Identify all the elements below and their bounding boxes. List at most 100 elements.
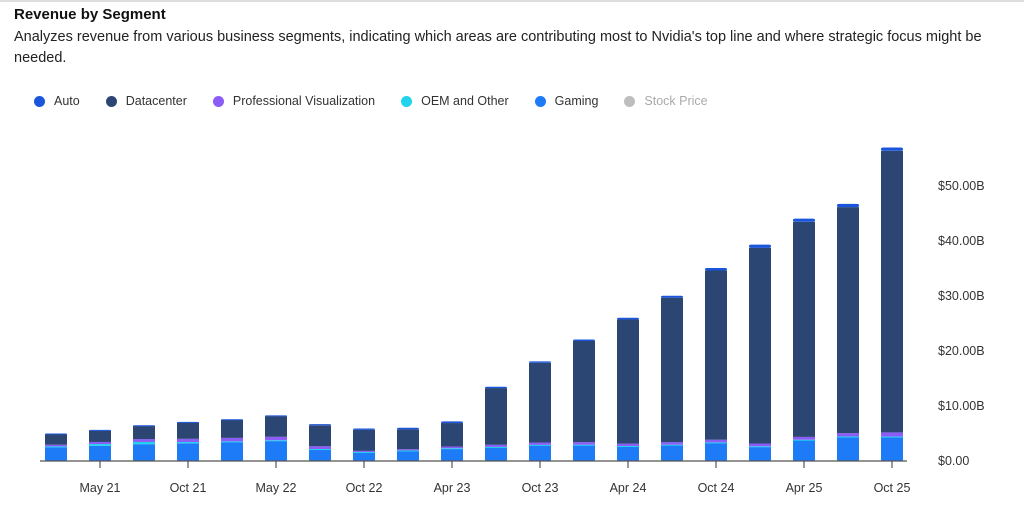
legend-item-oem-and-other[interactable]: OEM and Other bbox=[401, 94, 509, 108]
bar-segment-gaming[interactable] bbox=[221, 442, 243, 461]
bar-segment-datacenter[interactable] bbox=[705, 270, 727, 440]
bar-segment-professional-visualization[interactable] bbox=[265, 436, 287, 441]
bar-segment-professional-visualization[interactable] bbox=[221, 437, 243, 442]
bar-segment-professional-visualization[interactable] bbox=[705, 439, 727, 443]
bar-segment-datacenter[interactable] bbox=[837, 207, 859, 434]
bar-segment-gaming[interactable] bbox=[881, 437, 903, 461]
bar-segment-oem-and-other[interactable] bbox=[177, 442, 199, 444]
bar-segment-professional-visualization[interactable] bbox=[45, 444, 67, 447]
bar-segment-auto[interactable] bbox=[89, 429, 111, 431]
bar-segment-gaming[interactable] bbox=[265, 441, 287, 461]
bar-segment-professional-visualization[interactable] bbox=[749, 443, 771, 447]
bar-segment-auto[interactable] bbox=[265, 415, 287, 417]
bar-segment-professional-visualization[interactable] bbox=[353, 450, 375, 452]
bar-segment-datacenter[interactable] bbox=[265, 416, 287, 437]
bar-segment-gaming[interactable] bbox=[441, 448, 463, 461]
bar-segment-oem-and-other[interactable] bbox=[705, 442, 727, 444]
bar-segment-auto[interactable] bbox=[133, 425, 155, 427]
bar-segment-gaming[interactable] bbox=[749, 447, 771, 461]
bar-segment-oem-and-other[interactable] bbox=[661, 444, 683, 446]
bar-segment-datacenter[interactable] bbox=[793, 221, 815, 437]
bar-segment-professional-visualization[interactable] bbox=[89, 441, 111, 445]
bar-segment-gaming[interactable] bbox=[353, 452, 375, 461]
bar-segment-auto[interactable] bbox=[441, 421, 463, 424]
bar-segment-datacenter[interactable] bbox=[177, 422, 199, 439]
bar-segment-datacenter[interactable] bbox=[309, 425, 331, 447]
bar-segment-gaming[interactable] bbox=[45, 447, 67, 461]
bar-segment-gaming[interactable] bbox=[617, 446, 639, 461]
bar-segment-professional-visualization[interactable] bbox=[485, 444, 507, 447]
bar-segment-professional-visualization[interactable] bbox=[793, 436, 815, 440]
bar-segment-oem-and-other[interactable] bbox=[529, 444, 551, 446]
legend-item-stock-price[interactable]: Stock Price bbox=[624, 94, 708, 108]
bar-segment-datacenter[interactable] bbox=[661, 297, 683, 443]
bar-segment-gaming[interactable] bbox=[793, 440, 815, 461]
bar-segment-auto[interactable] bbox=[529, 361, 551, 363]
bar-segment-auto[interactable] bbox=[353, 428, 375, 430]
bar-segment-oem-and-other[interactable] bbox=[265, 440, 287, 442]
bar-segment-gaming[interactable] bbox=[133, 444, 155, 461]
legend-item-datacenter[interactable]: Datacenter bbox=[105, 94, 187, 108]
bar-segment-auto[interactable] bbox=[793, 218, 815, 222]
bar-segment-oem-and-other[interactable] bbox=[89, 444, 111, 446]
bar-segment-professional-visualization[interactable] bbox=[661, 442, 683, 445]
bar-segment-datacenter[interactable] bbox=[441, 423, 463, 447]
bar-segment-datacenter[interactable] bbox=[573, 340, 595, 443]
bar-segment-datacenter[interactable] bbox=[617, 319, 639, 444]
bar-segment-datacenter[interactable] bbox=[397, 429, 419, 450]
bar-segment-oem-and-other[interactable] bbox=[397, 450, 419, 452]
legend-item-professional-visualization[interactable]: Professional Visualization bbox=[212, 94, 375, 108]
bar-segment-professional-visualization[interactable] bbox=[617, 443, 639, 446]
bar-segment-auto[interactable] bbox=[617, 317, 639, 320]
bar-segment-gaming[interactable] bbox=[705, 442, 727, 461]
bar-segment-gaming[interactable] bbox=[837, 437, 859, 461]
bar-segment-oem-and-other[interactable] bbox=[881, 436, 903, 438]
bar-segment-datacenter[interactable] bbox=[529, 362, 551, 443]
bar-segment-datacenter[interactable] bbox=[133, 426, 155, 440]
bar-segment-auto[interactable] bbox=[177, 421, 199, 423]
bar-segment-datacenter[interactable] bbox=[485, 388, 507, 445]
bar-segment-gaming[interactable] bbox=[573, 445, 595, 461]
bar-segment-oem-and-other[interactable] bbox=[133, 441, 155, 445]
legend-item-auto[interactable]: Auto bbox=[34, 94, 80, 108]
bar-segment-professional-visualization[interactable] bbox=[837, 433, 859, 437]
bar-segment-datacenter[interactable] bbox=[45, 434, 67, 445]
legend-item-gaming[interactable]: Gaming bbox=[534, 94, 598, 108]
bar-segment-oem-and-other[interactable] bbox=[749, 446, 771, 448]
bar-segment-auto[interactable] bbox=[881, 147, 903, 151]
bar-segment-professional-visualization[interactable] bbox=[309, 446, 331, 450]
bar-segment-professional-visualization[interactable] bbox=[529, 442, 551, 445]
bar-segment-datacenter[interactable] bbox=[353, 429, 375, 451]
bar-segment-auto[interactable] bbox=[45, 433, 67, 435]
bar-segment-auto[interactable] bbox=[221, 419, 243, 421]
bar-segment-auto[interactable] bbox=[573, 339, 595, 341]
bar-segment-oem-and-other[interactable] bbox=[353, 451, 375, 453]
bar-segment-datacenter[interactable] bbox=[749, 247, 771, 444]
bar-segment-oem-and-other[interactable] bbox=[617, 445, 639, 447]
bar-segment-oem-and-other[interactable] bbox=[221, 441, 243, 443]
bar-segment-oem-and-other[interactable] bbox=[45, 446, 67, 448]
bar-segment-oem-and-other[interactable] bbox=[793, 439, 815, 441]
bar-segment-professional-visualization[interactable] bbox=[397, 449, 419, 451]
bar-segment-oem-and-other[interactable] bbox=[837, 436, 859, 438]
bar-segment-professional-visualization[interactable] bbox=[441, 446, 463, 449]
bar-segment-oem-and-other[interactable] bbox=[309, 449, 331, 451]
bar-segment-professional-visualization[interactable] bbox=[573, 442, 595, 445]
bar-segment-auto[interactable] bbox=[309, 424, 331, 426]
bar-segment-auto[interactable] bbox=[397, 427, 419, 430]
bar-segment-gaming[interactable] bbox=[397, 450, 419, 461]
bar-segment-professional-visualization[interactable] bbox=[133, 439, 155, 442]
bar-segment-professional-visualization[interactable] bbox=[881, 432, 903, 437]
bar-segment-gaming[interactable] bbox=[661, 445, 683, 461]
bar-segment-auto[interactable] bbox=[837, 203, 859, 208]
bar-segment-gaming[interactable] bbox=[177, 443, 199, 461]
bar-segment-gaming[interactable] bbox=[485, 447, 507, 461]
bar-segment-datacenter[interactable] bbox=[221, 419, 243, 438]
bar-segment-oem-and-other[interactable] bbox=[441, 448, 463, 450]
bar-segment-auto[interactable] bbox=[661, 295, 683, 298]
bar-segment-auto[interactable] bbox=[705, 268, 727, 271]
bar-segment-auto[interactable] bbox=[485, 386, 507, 389]
bar-segment-datacenter[interactable] bbox=[89, 430, 111, 442]
bar-segment-gaming[interactable] bbox=[529, 445, 551, 461]
bar-segment-gaming[interactable] bbox=[89, 445, 111, 461]
